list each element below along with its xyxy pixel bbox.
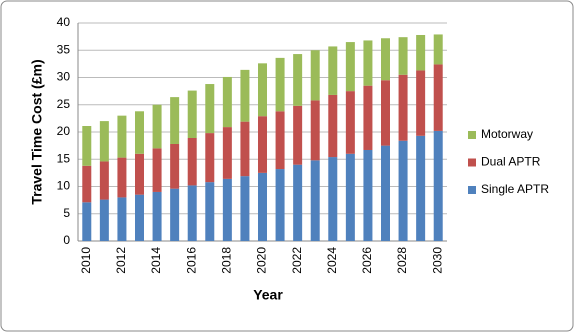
legend-swatch [468,186,476,194]
bar-segment [328,157,338,241]
x-tick-label: 2022 [290,247,304,274]
bar-segment [416,135,426,241]
bar-segment [187,185,197,241]
legend-label: Dual APTR [481,155,541,169]
x-tick-label: 2016 [184,247,198,274]
bar-segment [328,46,338,95]
bar-segment [152,191,162,241]
bar-segment [328,94,338,158]
bar-segment [205,133,215,183]
bar-segment [187,90,197,138]
y-axis-title: Travel Time Cost (£m) [29,59,45,204]
bar-segment [222,76,232,128]
bar-segment [345,42,355,92]
bar-segment [381,145,390,241]
bar-segment [398,37,408,75]
x-tick-label: 2010 [79,247,93,274]
bar-segment [135,153,144,195]
bar-segment [187,137,197,186]
bar-segment [152,104,162,149]
bar-segment [117,157,127,198]
bar-segment [275,111,285,170]
bar-segment [222,127,232,179]
bar-segment [310,50,320,101]
bar-segment [117,197,127,241]
legend-label: Single APTR [481,182,549,196]
y-tick-label: 35 [57,42,71,56]
bar-segment [99,161,109,200]
bar-segment [170,97,180,144]
x-tick-label: 2028 [395,247,409,274]
bar-segment [433,64,443,131]
bar-segment [170,188,180,241]
y-tick-label: 25 [57,97,71,111]
y-tick-label: 20 [57,124,71,138]
legend-swatch [468,131,476,139]
bar-segment [135,194,144,241]
bar-segment [152,148,162,192]
bar-segment [345,153,355,241]
y-tick-label: 15 [57,151,71,165]
x-tick-label: 2030 [430,247,444,274]
x-tick-label: 2018 [220,247,234,274]
bar-segment [240,176,250,241]
bar-segment [310,100,320,161]
bar-segment [275,57,285,112]
y-tick-label: 0 [63,233,70,247]
bar-segment [293,164,303,241]
bar-segment [205,84,215,134]
bar-segment [363,149,373,241]
legend-label: Motorway [481,127,533,141]
bar-segment [82,126,92,166]
bar-segment [135,111,144,154]
bar-segment [205,182,215,241]
bar-segment [363,85,373,150]
x-tick-label: 2024 [325,247,339,274]
bar-segment [416,70,426,136]
x-tick-label: 2020 [255,247,269,274]
bar-segment [363,40,373,86]
bar-segment [310,160,320,241]
bar-segment [416,34,426,71]
bar-segment [433,130,443,241]
bar-segment [240,69,250,122]
y-tick-label: 10 [57,179,71,193]
bar-segment [398,74,408,141]
bar-segment [381,38,390,81]
bar-segment [222,178,232,241]
bar-segment [258,116,267,173]
bar-segment [99,199,109,241]
x-tick-label: 2014 [149,247,163,274]
bar-segment [293,105,303,165]
bar-segment [381,80,390,146]
bar-segment [117,115,127,158]
bar-segment [293,54,303,106]
bar-segment [82,165,92,203]
y-tick-label: 5 [63,206,70,220]
bar-segment [170,143,180,189]
bar-segment [99,121,109,162]
y-tick-label: 30 [57,70,71,84]
x-tick-label: 2012 [114,247,128,274]
legend-swatch [468,158,476,167]
bar-segment [258,63,267,117]
bar-segment [275,169,285,241]
y-tick-label: 40 [57,15,71,29]
bar-segment [258,172,267,241]
bar-segment [82,202,92,241]
bar-segment [240,121,250,177]
x-tick-label: 2026 [360,247,374,274]
bar-segment [345,91,355,154]
bar-segment [433,34,443,65]
bar-segment [398,140,408,241]
x-axis-title: Year [253,287,283,303]
